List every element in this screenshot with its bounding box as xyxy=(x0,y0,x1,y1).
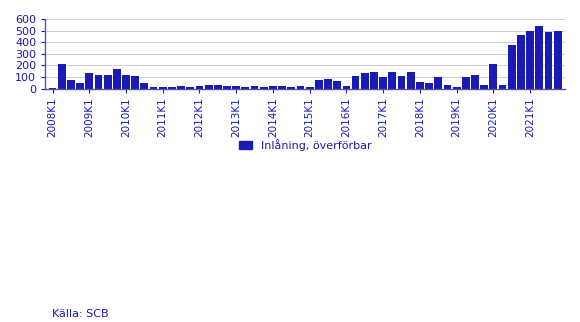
Bar xyxy=(214,85,222,89)
Bar xyxy=(526,31,534,89)
Bar xyxy=(370,72,378,89)
Bar xyxy=(462,77,470,89)
Bar xyxy=(453,87,461,89)
Bar xyxy=(434,77,442,89)
Bar xyxy=(407,72,415,89)
Bar xyxy=(545,32,552,89)
Bar xyxy=(361,73,369,89)
Bar xyxy=(296,86,304,89)
Bar xyxy=(223,86,231,89)
Bar xyxy=(499,85,506,89)
Bar xyxy=(177,86,185,89)
Bar xyxy=(517,35,525,89)
Bar xyxy=(260,87,267,89)
Bar xyxy=(131,76,139,89)
Bar xyxy=(186,87,194,89)
Bar xyxy=(67,80,75,89)
Bar xyxy=(416,81,424,89)
Bar xyxy=(122,75,130,89)
Bar xyxy=(85,73,93,89)
Bar xyxy=(232,86,240,89)
Bar xyxy=(113,69,121,89)
Text: Källa: SCB: Källa: SCB xyxy=(52,309,109,319)
Bar xyxy=(278,86,286,89)
Bar xyxy=(343,86,350,89)
Bar xyxy=(480,85,488,89)
Bar xyxy=(379,77,387,89)
Bar xyxy=(76,83,84,89)
Bar xyxy=(140,83,148,89)
Bar xyxy=(508,45,516,89)
Bar xyxy=(288,87,295,89)
Bar xyxy=(334,81,341,89)
Bar xyxy=(324,79,332,89)
Bar xyxy=(535,26,543,89)
Bar xyxy=(425,83,433,89)
Bar xyxy=(398,76,405,89)
Legend: Inlåning, överförbar: Inlåning, överförbar xyxy=(234,135,376,155)
Bar xyxy=(95,75,102,89)
Bar xyxy=(195,86,204,89)
Bar xyxy=(241,87,249,89)
Bar xyxy=(389,72,396,89)
Bar xyxy=(159,87,166,89)
Bar xyxy=(315,80,322,89)
Bar xyxy=(251,86,259,89)
Bar xyxy=(444,85,451,89)
Bar xyxy=(205,85,212,89)
Bar xyxy=(104,75,111,89)
Bar xyxy=(351,76,360,89)
Bar xyxy=(49,88,56,89)
Bar xyxy=(168,87,176,89)
Bar xyxy=(269,86,277,89)
Bar xyxy=(554,31,561,89)
Bar xyxy=(306,87,314,89)
Bar xyxy=(490,64,497,89)
Bar xyxy=(58,64,66,89)
Bar xyxy=(150,87,157,89)
Bar xyxy=(471,75,479,89)
